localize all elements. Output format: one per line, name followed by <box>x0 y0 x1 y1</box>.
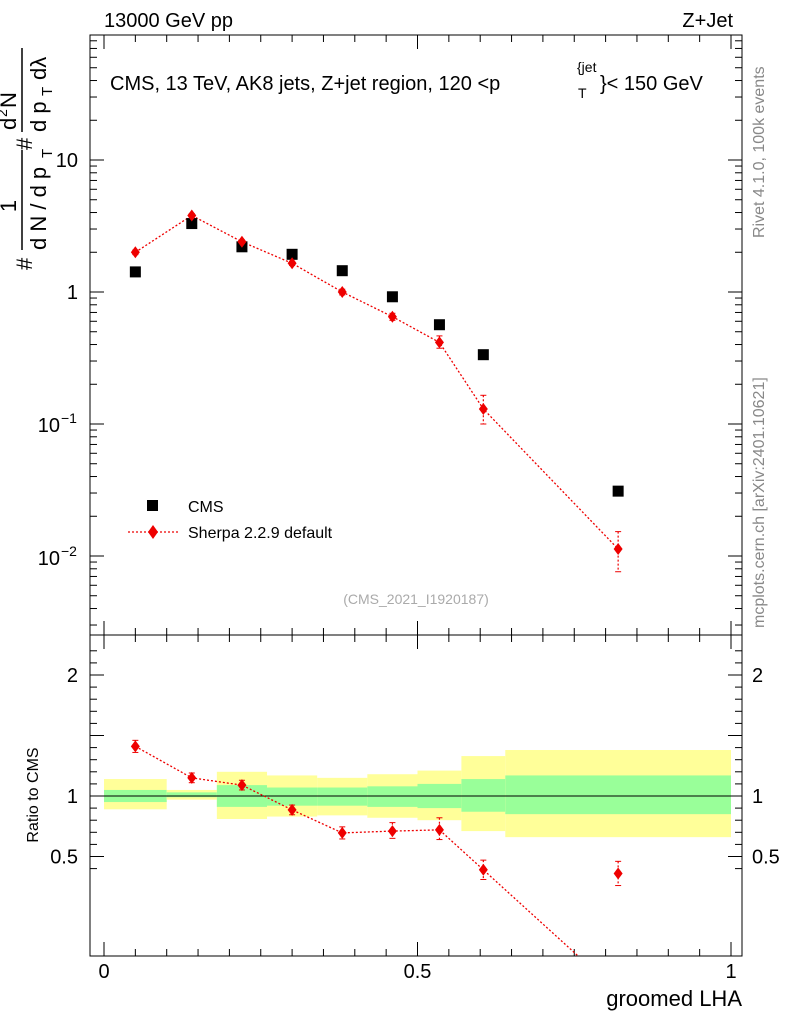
sherpa-point <box>434 336 444 349</box>
ylabel-num: d <box>0 118 21 130</box>
green-band <box>367 786 418 807</box>
ylabel-hash: # <box>12 257 37 270</box>
sherpa-point <box>478 402 488 415</box>
ylabel-den2: d p <box>26 101 51 132</box>
sherpa-point <box>130 246 140 259</box>
sherpa-point <box>187 209 197 222</box>
xtick-label: 0.5 <box>404 961 432 983</box>
header-right: Z+Jet <box>682 10 733 32</box>
legend-sherpa-marker <box>148 525 158 539</box>
ylabel-lambda: dλ <box>26 57 51 80</box>
legend-sherpa-label: Sherpa 2.2.9 default <box>188 525 333 542</box>
analysis-watermark: (CMS_2021_I1920187) <box>343 591 489 607</box>
ylabel-num2: N <box>0 92 21 108</box>
ylabel-sub: T <box>39 149 56 158</box>
ratio-frame <box>89 634 743 957</box>
title-text: CMS, 13 TeV, AK8 jets, Z+jet region, 120… <box>110 73 500 95</box>
ratio-sherpa-points <box>130 740 623 880</box>
ylabel-sup: 2 <box>0 109 10 117</box>
header-left: 13000 GeV pp <box>104 10 233 32</box>
sherpa-point <box>237 235 247 248</box>
ytick-exponent: −2 <box>61 543 77 559</box>
legend-cms-marker <box>147 500 158 511</box>
ratio-ytick-label: 2 <box>67 665 78 687</box>
xtick-label: 1 <box>725 961 736 983</box>
ratio-ytick-label-right: 1 <box>752 786 763 808</box>
sherpa-error-bars <box>132 213 622 573</box>
sherpa-point <box>613 542 623 555</box>
cms-point <box>286 248 298 260</box>
ratio-ytick-label: 0.5 <box>50 847 78 869</box>
ylabel-sub2: T <box>39 87 56 96</box>
ratio-panel: 0.5 0.5 1 1 2 2 0 0.5 1 Ratio to CMS groomed LHA <box>25 634 780 1011</box>
legend-cms-label: CMS <box>188 499 224 516</box>
ylabel-one: 1 <box>0 200 21 212</box>
ratio-sherpa-line <box>135 745 579 957</box>
main-ytick-labels: 10 1 10 −1 10 −2 <box>38 150 78 570</box>
ratio-sherpa-point <box>287 803 297 816</box>
cms-point <box>433 319 445 331</box>
green-band <box>505 775 731 815</box>
ratio-ytick-label-right: 0.5 <box>752 847 780 869</box>
main-ylabel: # 1 d N / d p T # d 2 N d p T dλ <box>0 48 56 270</box>
green-band <box>461 779 506 812</box>
title-sup: {jet <box>577 59 597 75</box>
main-axis-ticks <box>90 35 742 635</box>
ratio-ytick-label: 1 <box>67 786 78 808</box>
ratio-sherpa-point <box>337 826 347 839</box>
cms-point <box>186 218 198 230</box>
ytick-label: 10 <box>38 415 60 437</box>
ytick-label: 10 <box>56 150 78 172</box>
ylabel-den: d N / d p <box>26 167 51 250</box>
ratio-sherpa-point <box>130 740 140 753</box>
rivet-label: Rivet 4.1.0, 100k events <box>751 66 768 238</box>
ytick-label: 1 <box>67 282 78 304</box>
green-band <box>317 787 368 806</box>
xaxis-label: groomed LHA <box>606 986 742 1011</box>
title-text-end: }< 150 GeV <box>600 73 704 95</box>
plot-title: CMS, 13 TeV, AK8 jets, Z+jet region, 120… <box>110 59 704 101</box>
ratio-uncertainty-bands <box>104 750 731 838</box>
xtick-label: 0 <box>98 961 109 983</box>
cms-point <box>612 485 624 497</box>
sherpa-point <box>337 286 347 298</box>
ratio-tick-labels: 0.5 0.5 1 1 2 2 0 0.5 1 <box>50 665 780 983</box>
ratio-sherpa-point <box>387 825 397 838</box>
ratio-ytick-label-right: 2 <box>752 665 763 687</box>
title-sub: T <box>578 85 587 101</box>
legend[interactable]: CMS Sherpa 2.2.9 default <box>128 499 333 542</box>
sherpa-point <box>387 310 397 323</box>
cms-point <box>336 265 348 277</box>
main-frame <box>89 34 743 636</box>
cms-point <box>477 349 489 361</box>
green-band <box>267 787 318 806</box>
ratio-sherpa-point <box>434 823 444 836</box>
ytick-label: 10 <box>38 548 60 570</box>
ytick-exponent: −1 <box>61 410 77 426</box>
sherpa-points <box>130 209 623 555</box>
ylabel-hash2: # <box>12 137 37 150</box>
cms-points <box>129 218 624 497</box>
cms-point <box>129 266 141 278</box>
ratio-ylabel: Ratio to CMS <box>25 747 42 842</box>
green-band <box>166 792 217 798</box>
mcplots-label: mcplots.cern.ch [arXiv:2401.10621] <box>751 377 768 628</box>
ratio-sherpa-point <box>187 771 197 784</box>
cms-point <box>386 291 398 303</box>
ratio-sherpa-point <box>613 867 623 880</box>
ratio-sherpa-point <box>237 779 247 792</box>
main-panel: 10 1 10 −1 10 −2 CMS, 13 TeV, AK8 jets, … <box>0 34 743 636</box>
sherpa-point <box>287 257 297 270</box>
ratio-axis-ticks <box>90 635 742 956</box>
ratio-sherpa-point <box>478 863 488 876</box>
